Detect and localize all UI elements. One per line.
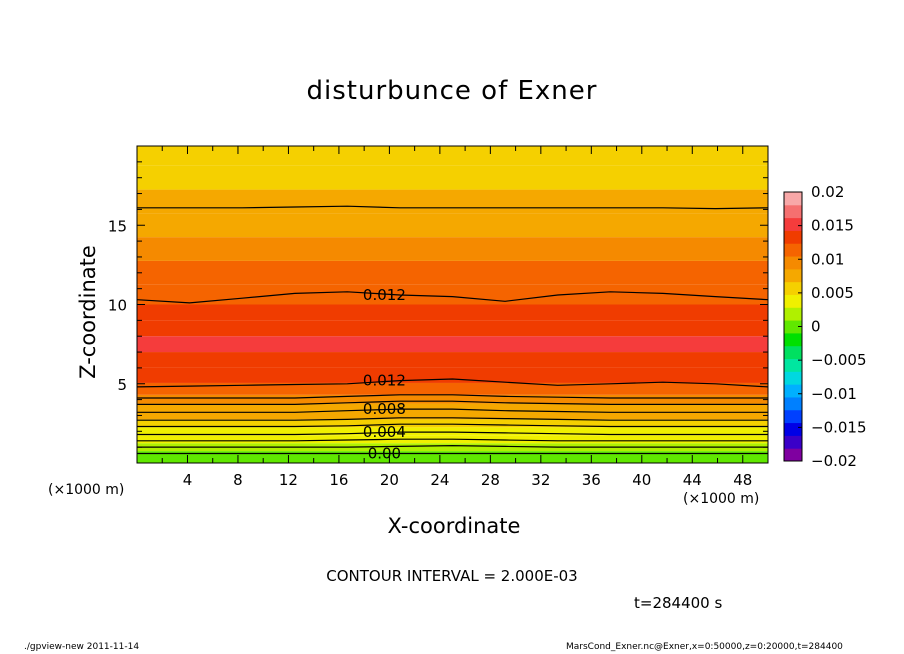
contour-line — [137, 417, 768, 421]
contour-label: 0.008 — [363, 400, 406, 418]
contour-line — [137, 408, 768, 413]
colorbar-swatch — [784, 345, 802, 360]
heatmap-bands — [137, 146, 768, 463]
colorbar-swatch — [784, 256, 802, 270]
contour-line — [137, 423, 768, 428]
colorbar-label: −0.01 — [811, 385, 857, 403]
heatmap-band — [137, 427, 768, 436]
colorbar-swatch — [784, 204, 802, 219]
colorbar-label: −0.015 — [811, 418, 867, 436]
heatmap-band — [137, 451, 768, 463]
heatmap-band — [137, 304, 768, 321]
colorbar-swatch — [784, 358, 802, 372]
x-tick-label: 40 — [632, 471, 651, 489]
heatmap-band — [137, 367, 768, 383]
heatmap-band — [137, 352, 768, 368]
y-tick-label: 10 — [108, 297, 127, 315]
y-tick-label: 5 — [117, 376, 127, 394]
contour-label: 0.012 — [363, 372, 406, 390]
x-axis: 4 8 12 16 20 24 28 32 36 40 44 48 — [161, 146, 752, 489]
colorbar-label: 0.015 — [811, 217, 854, 235]
colorbar-swatch — [784, 384, 802, 398]
heatmap-band — [137, 443, 768, 452]
heatmap-band — [137, 394, 768, 404]
heatmap-band — [137, 382, 768, 395]
x-tick-label: 24 — [430, 471, 449, 489]
contour-line — [136, 291, 769, 304]
footer-left-text: ./gpview-new 2011-11-14 — [24, 642, 140, 652]
time-stamp: t=284400 s — [634, 594, 723, 612]
heatmap-band — [137, 284, 768, 305]
x-tick-label: 20 — [380, 471, 399, 489]
y-axis-label: Z-coordinate — [76, 245, 100, 379]
contour-line — [137, 444, 768, 448]
contour-label: 0.012 — [363, 286, 406, 304]
heatmap-band — [137, 411, 768, 420]
colorbar-swatch — [784, 422, 802, 436]
colorbar-label: 0 — [811, 318, 821, 336]
contour-interval-note: CONTOUR INTERVAL = 2.000E-03 — [326, 567, 578, 585]
heatmap-band — [137, 213, 768, 238]
colorbar-swatch — [784, 371, 802, 385]
colorbar-swatch — [784, 396, 802, 411]
heatmap-band — [137, 403, 768, 412]
contour-label: 0.004 — [363, 423, 406, 441]
colorbar-swatch — [784, 192, 802, 206]
colorbar-label: −0.005 — [811, 351, 867, 369]
contour-line — [137, 438, 768, 442]
contour-label: 0.00 — [368, 444, 401, 462]
contour-line — [137, 431, 768, 436]
x-tick-label: 12 — [279, 471, 298, 489]
colorbar-swatch — [784, 307, 802, 321]
contour-line — [136, 378, 769, 388]
colorbar-swatch — [784, 448, 802, 462]
footer-right-text: MarsCond_Exner.nc@Exner,x=0:50000,z=0:20… — [566, 642, 843, 652]
x-tick-label: 48 — [733, 471, 752, 489]
colorbar-swatch — [784, 294, 802, 308]
colorbar-label: 0.02 — [811, 183, 844, 201]
x-tick-label: 4 — [183, 471, 193, 489]
heatmap-band — [137, 260, 768, 285]
x-tick-label: 32 — [531, 471, 550, 489]
x-axis-label: X-coordinate — [387, 514, 521, 538]
x-tick-label: 8 — [233, 471, 243, 489]
y-tick-label: 15 — [108, 217, 127, 235]
colorbar-swatch — [784, 230, 802, 244]
contour-line — [137, 400, 768, 405]
contour-line — [137, 205, 769, 210]
x-unit-label: (×1000 m) — [683, 491, 760, 507]
heatmap-band — [137, 189, 768, 214]
colorbar-swatch — [784, 320, 802, 334]
chart-title: disturbunce of Exner — [306, 76, 598, 106]
colorbar-swatch — [784, 281, 802, 295]
contour-lines: 0.00 0.004 0.008 0.012 0.012 — [136, 205, 769, 462]
heatmap-band — [137, 165, 768, 190]
heatmap-band — [137, 336, 768, 353]
heatmap-band — [137, 237, 768, 261]
colorbar-swatch — [784, 243, 802, 257]
x-tick-label: 44 — [683, 471, 702, 489]
colorbar-label: 0.005 — [811, 284, 854, 302]
heatmap-band — [137, 320, 768, 337]
colorbar-swatch — [784, 217, 802, 231]
colorbar-label: −0.02 — [811, 452, 857, 470]
z-unit-label: (×1000 m) — [48, 482, 125, 498]
heatmap-band — [137, 419, 768, 428]
colorbar-swatch — [784, 409, 802, 424]
x-tick-label: 28 — [481, 471, 500, 489]
colorbar-label: 0.01 — [811, 250, 844, 268]
y-axis: 5 10 15 — [108, 161, 768, 448]
colorbar-swatch — [784, 268, 802, 283]
x-tick-label: 16 — [329, 471, 348, 489]
contour-line — [137, 394, 768, 399]
colorbar: 0.02 0.015 0.01 0.005 0 −0.005 −0.01 −0.015 −0.0… — [783, 183, 867, 470]
colorbar-swatch — [784, 435, 802, 449]
x-tick-label: 36 — [582, 471, 601, 489]
colorbar-swatch — [784, 332, 802, 347]
heatmap-band — [137, 146, 768, 166]
